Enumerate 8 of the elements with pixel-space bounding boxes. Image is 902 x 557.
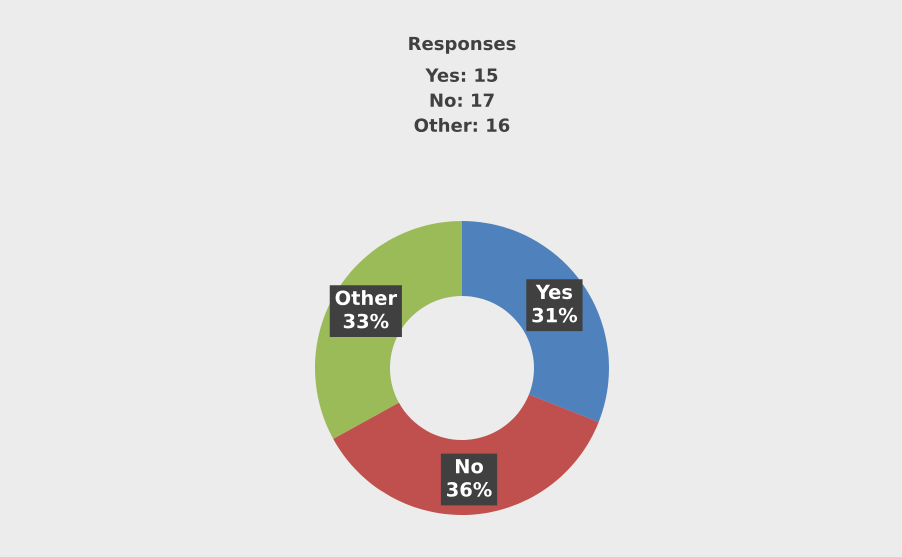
data-label: 33% (344, 314, 388, 328)
slice-label: Yes (536, 284, 572, 300)
chart-title: Responses (409, 36, 516, 54)
slice-label: No (456, 459, 483, 474)
data-label: 36% (447, 482, 492, 497)
chart-subtitle: Yes: 15 No: 17 Other: 16 (414, 68, 510, 132)
data-label: 31% (532, 308, 578, 322)
slice-label: Other (336, 290, 398, 306)
